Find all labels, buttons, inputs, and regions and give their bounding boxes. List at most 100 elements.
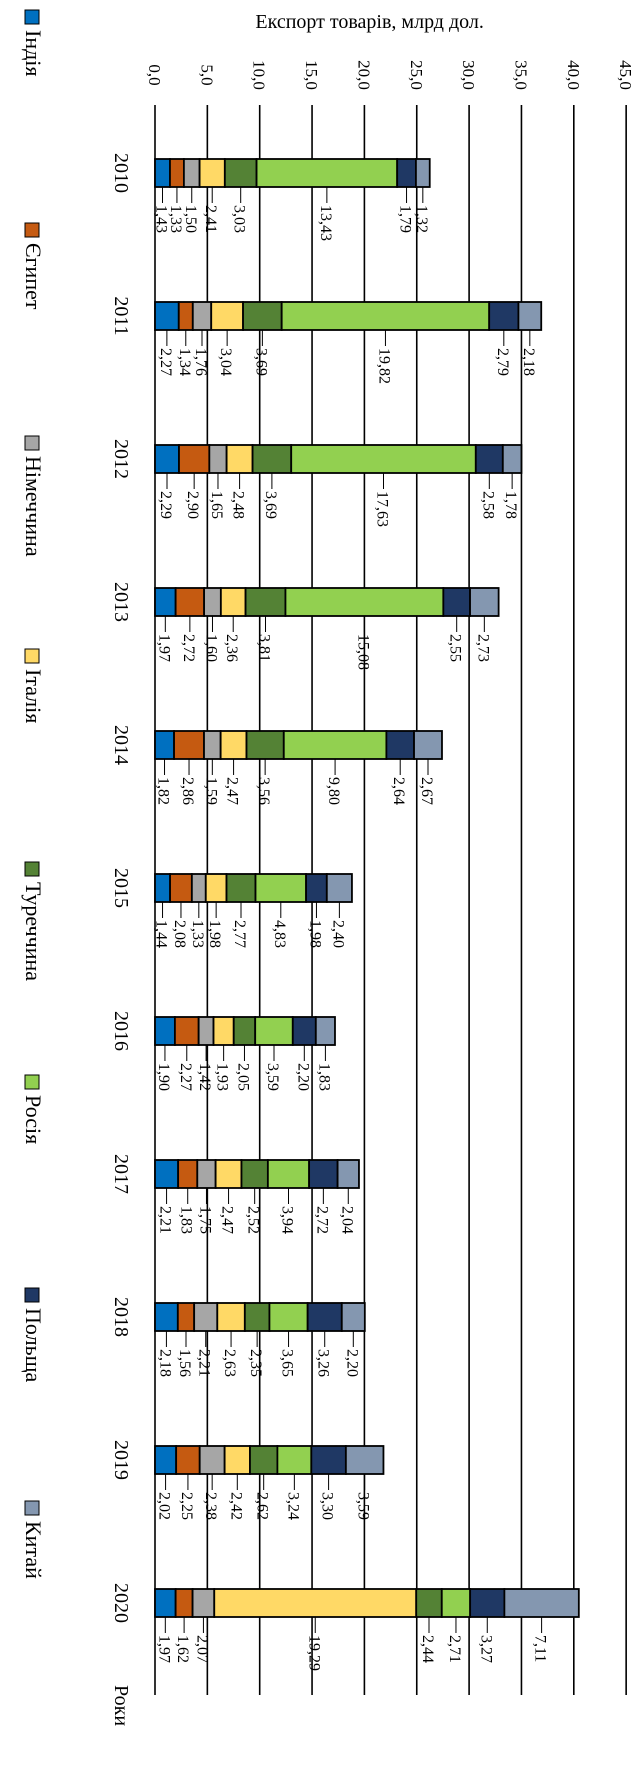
data-label: 2,63 <box>221 1349 238 1377</box>
legend-label: Туреччина <box>21 882 46 981</box>
y-tick-label: 5,0 <box>197 64 216 85</box>
x-category-label: 2011 <box>110 296 132 335</box>
data-label: 1,97 <box>155 1635 172 1663</box>
data-label: 2,04 <box>338 1206 355 1234</box>
legend-label: Польща <box>21 1308 46 1383</box>
legend: Індія Єгипет Німеччина Італія Туреччина Росія… <box>21 9 46 1579</box>
data-label: 2,25 <box>178 1492 195 1520</box>
bar-segment <box>517 301 543 331</box>
data-label: 1,60 <box>202 634 219 662</box>
bar-segment <box>223 1445 251 1475</box>
bar-segment <box>255 158 399 188</box>
legend-swatch <box>24 648 40 664</box>
data-label: 2,86 <box>179 777 196 805</box>
bars <box>154 158 580 1618</box>
data-label: 1,93 <box>214 1063 231 1091</box>
bar-segment <box>225 444 254 474</box>
bar-segment <box>173 1016 200 1046</box>
bar-segment <box>268 1302 309 1332</box>
data-label: 4,83 <box>271 920 288 948</box>
bar-segment <box>169 873 193 903</box>
data-label: 2,40 <box>329 920 346 948</box>
x-category-label: 2020 <box>110 1583 132 1623</box>
data-label: 2,05 <box>234 1063 251 1091</box>
data-label: 3,26 <box>315 1349 332 1377</box>
data-label: 1,34 <box>176 348 193 376</box>
bar-segment <box>469 1588 506 1618</box>
data-label: 1,90 <box>155 1063 172 1091</box>
bar-segment <box>344 1445 385 1475</box>
bar-segment <box>154 158 171 188</box>
bar-segment <box>174 587 206 617</box>
data-label: 1,42 <box>196 1063 213 1091</box>
bar-segment <box>196 1159 217 1189</box>
bar-segment <box>154 1588 177 1618</box>
bar-segment <box>284 587 445 617</box>
bar-segment <box>308 1159 339 1189</box>
bar-segment <box>154 301 180 331</box>
bar-segment <box>243 1302 271 1332</box>
y-tick-label: 35,0 <box>511 60 530 90</box>
data-label: 1,33 <box>189 920 206 948</box>
grid <box>154 105 627 1695</box>
data-label: 1,98 <box>206 920 223 948</box>
data-label: 2,41 <box>202 205 219 233</box>
bar-segment <box>214 1159 243 1189</box>
data-label: 2,48 <box>230 491 247 519</box>
data-label: 2,07 <box>193 1635 210 1663</box>
data-label: 3,69 <box>252 348 269 376</box>
data-label: 2,73 <box>474 634 491 662</box>
data-label: 2,18 <box>156 1349 173 1377</box>
data-label: 1,75 <box>196 1206 213 1234</box>
bar-segment <box>240 1159 269 1189</box>
data-label: 17,63 <box>374 491 391 527</box>
x-category-label: 2014 <box>110 725 132 765</box>
bar-segment <box>266 1159 311 1189</box>
data-label: 2,71 <box>446 1635 463 1663</box>
bar-segment <box>219 587 247 617</box>
data-label: 2,44 <box>419 1635 436 1663</box>
data-label: 1,79 <box>397 205 414 233</box>
data-label: 3,04 <box>217 348 234 376</box>
bar-segment <box>177 301 194 331</box>
data-label: 2,08 <box>171 920 188 948</box>
y-tick-label: 30,0 <box>459 60 478 90</box>
data-label: 1,65 <box>208 491 225 519</box>
bar-segment <box>254 1016 294 1046</box>
bar-segment <box>178 444 211 474</box>
x-category-label: 2019 <box>110 1440 132 1480</box>
data-label: 1,83 <box>178 1206 195 1234</box>
data-label: 2,55 <box>447 634 464 662</box>
bar-segment <box>208 444 228 474</box>
legend-label: Німеччина <box>21 456 46 557</box>
data-label: 3,65 <box>279 1349 296 1377</box>
x-category-label: 2017 <box>110 1154 132 1194</box>
bar-segment <box>249 1445 279 1475</box>
legend-swatch <box>24 1500 40 1516</box>
bar-segment <box>191 1588 216 1618</box>
data-label: 2,21 <box>157 1206 174 1234</box>
data-label: 2,21 <box>196 1349 213 1377</box>
data-label: 7,11 <box>532 1635 549 1662</box>
data-label: 1,32 <box>413 205 430 233</box>
data-label: 1,33 <box>167 205 184 233</box>
bar-segment <box>245 730 285 760</box>
bar-segment <box>219 730 248 760</box>
data-label: 2,47 <box>224 777 241 805</box>
x-category-label: 2018 <box>110 1297 132 1337</box>
bar-segment <box>336 1159 360 1189</box>
legend-swatch <box>24 435 40 451</box>
bar-segment <box>251 444 293 474</box>
x-axis-categories: 2010 2011 2012 2013 2014 2015 2016 2017 2018 2019… <box>110 153 132 1623</box>
bar-segment <box>175 1445 201 1475</box>
data-label: 3,69 <box>262 491 279 519</box>
bar-segment <box>225 873 257 903</box>
data-label: 1,56 <box>176 1349 193 1377</box>
bar-segment <box>291 1016 317 1046</box>
bar-segment <box>174 1588 194 1618</box>
bar-segment <box>469 587 500 617</box>
bar-segment <box>154 587 177 617</box>
data-label: 9,80 <box>325 777 342 805</box>
data-label: 2,27 <box>157 348 174 376</box>
